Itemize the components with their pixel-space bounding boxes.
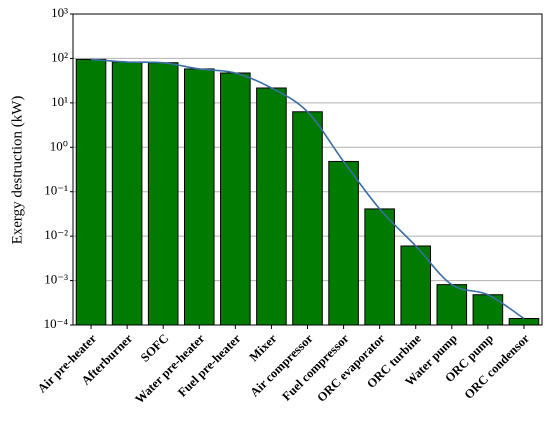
y-tick-label: 10³ bbox=[51, 5, 68, 20]
bar bbox=[147, 62, 179, 326]
bar bbox=[364, 208, 395, 326]
bar bbox=[292, 111, 323, 326]
y-tick-label: 10⁻⁴ bbox=[44, 316, 69, 331]
bar bbox=[436, 284, 468, 326]
y-tick-label: 10⁰ bbox=[50, 138, 68, 153]
y-tick-label: 10¹ bbox=[51, 94, 68, 109]
x-tick-label: Air compressor bbox=[247, 331, 316, 400]
x-tick-label: Mixer bbox=[247, 331, 280, 364]
y-tick-label: 10² bbox=[51, 49, 68, 64]
x-tick-label: ORC condensor bbox=[462, 331, 533, 402]
bar bbox=[220, 72, 251, 326]
x-tick-label: SOFC bbox=[138, 331, 171, 364]
x-tick-label: Fuel pre-heater bbox=[175, 331, 244, 400]
y-axis-label: Exergy destruction (kW) bbox=[9, 96, 25, 245]
y-tick-label: 10⁻¹ bbox=[44, 183, 68, 198]
y-tick-label: 10⁻³ bbox=[44, 272, 68, 287]
plot-frame bbox=[72, 13, 543, 326]
bar bbox=[508, 318, 540, 326]
bar bbox=[400, 245, 432, 326]
bar bbox=[328, 160, 359, 326]
y-tick-label: 10⁻² bbox=[44, 227, 68, 242]
bar bbox=[183, 68, 215, 326]
bar bbox=[472, 294, 504, 326]
bar bbox=[256, 87, 287, 326]
bar bbox=[75, 58, 107, 326]
bar bbox=[111, 61, 143, 326]
trend-line bbox=[90, 58, 525, 320]
